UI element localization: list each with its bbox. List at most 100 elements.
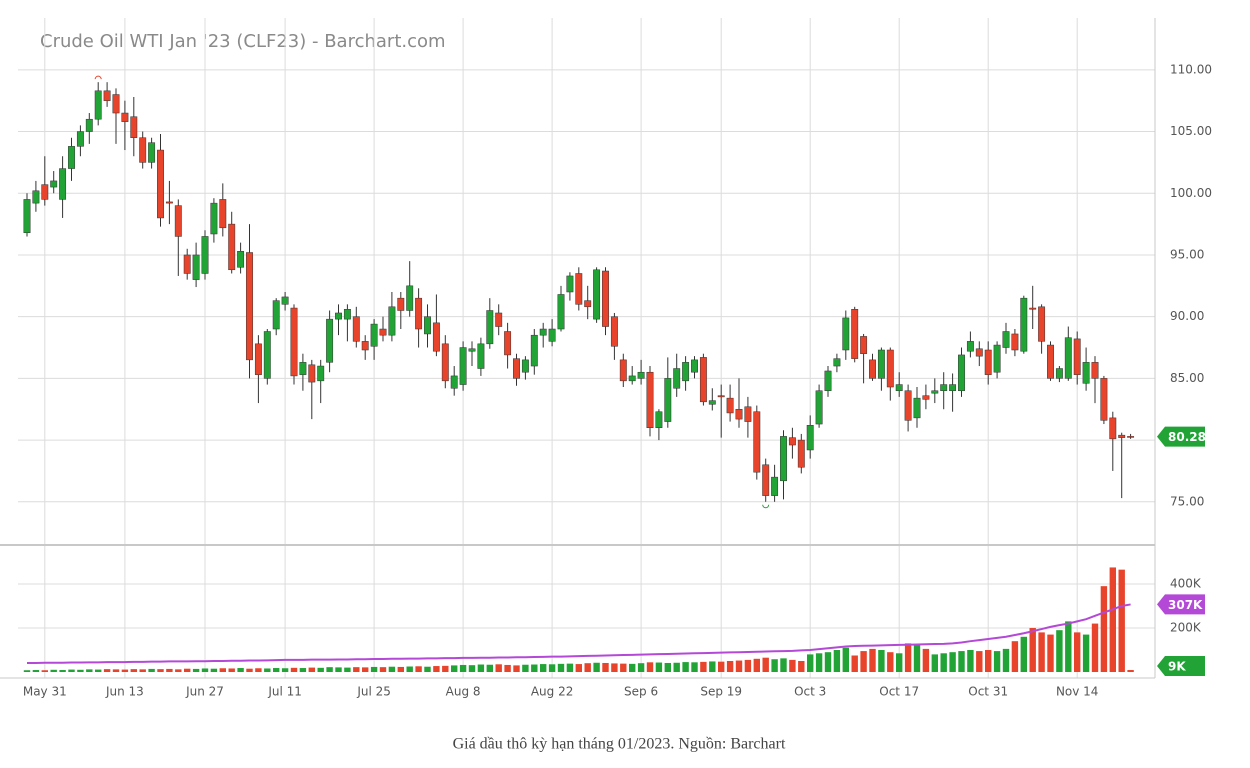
- volume-bar: [931, 654, 938, 672]
- volume-bar: [887, 652, 894, 672]
- volume-bar: [780, 658, 787, 672]
- volume-bar: [139, 669, 146, 672]
- volume-bar: [869, 648, 876, 672]
- candle-body: [68, 146, 75, 169]
- candle-body: [477, 343, 485, 369]
- volume-bar: [922, 648, 930, 672]
- volume-bar: [807, 654, 814, 672]
- candle-body: [1020, 297, 1028, 352]
- candle-body: [59, 168, 67, 200]
- volume-bar: [949, 652, 956, 672]
- volume-bar: [513, 665, 520, 672]
- volume-bar: [1002, 648, 1010, 672]
- candle-body: [984, 349, 992, 375]
- candle-body: [495, 312, 503, 327]
- candle-body: [335, 312, 342, 320]
- volume-average-tag-box: [1157, 594, 1205, 615]
- candle-body: [139, 137, 147, 163]
- volume-bar: [602, 662, 609, 672]
- volume-tick-label: 400K: [1170, 576, 1202, 590]
- candle-body: [708, 400, 716, 405]
- candle-body: [361, 341, 369, 351]
- volume-bar: [290, 667, 298, 672]
- candle-body: [468, 348, 476, 352]
- volume-bar: [148, 668, 155, 672]
- volume-bar: [985, 649, 992, 672]
- candle-body: [228, 223, 236, 271]
- volume-bar: [424, 666, 431, 672]
- volume-bar: [486, 664, 493, 672]
- volume-bar: [504, 664, 511, 672]
- candle-body: [931, 390, 939, 394]
- volume-bar: [353, 667, 360, 672]
- volume-bar: [495, 664, 502, 672]
- candle-body: [619, 359, 627, 382]
- volume-bar: [1127, 670, 1134, 672]
- candle-body: [673, 368, 681, 389]
- candle-body: [103, 90, 111, 101]
- volume-bar: [842, 647, 849, 672]
- y-tick-label: 105.00: [1170, 124, 1212, 138]
- candle-body: [771, 476, 779, 496]
- candle-body: [486, 310, 494, 345]
- volume-bar: [59, 670, 66, 672]
- volume-bar: [23, 670, 31, 672]
- volume-bar: [709, 661, 716, 672]
- candle-body: [566, 275, 574, 293]
- volume-bar: [1020, 636, 1027, 672]
- candle-body: [76, 131, 84, 147]
- candle-body: [753, 411, 761, 473]
- low-marker: [762, 504, 770, 509]
- volume-bar: [824, 652, 832, 672]
- candle-body: [851, 309, 859, 359]
- volume-bar: [851, 655, 858, 672]
- volume-bar: [335, 667, 342, 672]
- candle-body: [699, 357, 707, 403]
- volume-bar: [459, 664, 467, 672]
- candle-body: [317, 365, 325, 382]
- volume-bar: [976, 651, 983, 672]
- volume-bar: [860, 651, 867, 672]
- volume-bar: [691, 662, 698, 672]
- volume-bar: [575, 664, 582, 672]
- candle-body: [1029, 307, 1037, 310]
- candle-body: [780, 436, 787, 482]
- candle-body: [352, 316, 360, 342]
- candle-body: [397, 297, 405, 311]
- volume-bar: [896, 653, 903, 672]
- candle-body: [281, 296, 289, 305]
- volume-bar: [184, 668, 191, 672]
- volume-bar: [255, 668, 262, 672]
- last-volume-tag-box: [1157, 656, 1205, 677]
- candle-body: [459, 347, 467, 385]
- x-tick-label: Aug 8: [446, 685, 481, 699]
- candle-body: [130, 116, 138, 138]
- volume-bar: [379, 667, 387, 672]
- candle-body: [1011, 333, 1019, 351]
- volume-bar: [433, 666, 440, 672]
- x-tick-label: Oct 17: [879, 685, 919, 699]
- candle-body: [263, 331, 271, 379]
- candle-body: [646, 371, 654, 429]
- candle-body: [584, 300, 592, 308]
- candle-body: [664, 378, 672, 422]
- volume-bar: [344, 667, 351, 672]
- candle-body: [940, 384, 948, 391]
- candle-body: [192, 254, 200, 280]
- candle-body: [343, 309, 351, 320]
- volume-bar: [958, 651, 965, 672]
- volume-bar: [833, 649, 841, 672]
- volume-bar: [370, 666, 378, 672]
- candle-body: [41, 184, 49, 200]
- volume-bar: [611, 663, 618, 672]
- candle-body: [966, 341, 974, 352]
- candle-body: [557, 294, 565, 330]
- candle-body: [121, 112, 129, 122]
- candle-body: [432, 322, 440, 352]
- candle-body: [1127, 436, 1135, 438]
- volume-bar: [1065, 621, 1072, 672]
- candle-body: [877, 349, 885, 379]
- volume-bar: [281, 668, 289, 672]
- candle-body: [148, 142, 156, 163]
- volume-bar: [308, 667, 315, 672]
